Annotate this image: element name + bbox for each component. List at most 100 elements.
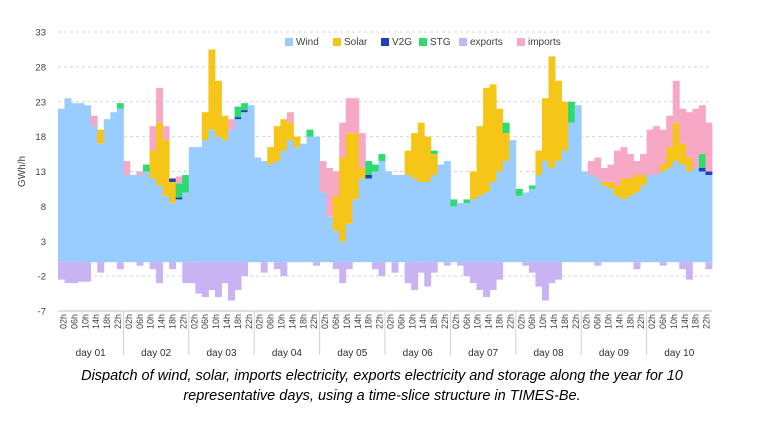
bar-exports [201,262,209,298]
bar-wind [123,174,131,263]
bar-wind [358,178,366,263]
x-day-label: day 09 [599,348,629,359]
bar-solar [607,181,615,189]
x-hour-label: 06h [266,314,276,329]
bar-wind [515,195,523,263]
bar-wind [430,174,438,263]
bar-wind [437,164,445,263]
bar-imports [626,154,634,179]
legend-swatch [517,38,525,46]
bar-exports [555,262,562,280]
x-day-label: day 08 [533,348,563,359]
bar-solar [430,154,438,175]
bar-exports [443,262,451,266]
x-hour-label: 18h [167,314,177,329]
bar-wind [456,202,464,263]
bar-wind [398,174,406,263]
bar-stg [450,199,458,207]
bar-v2g [365,174,373,179]
bar-solar [659,164,667,172]
bar-wind [326,216,334,263]
bar-wind [365,178,373,263]
bar-imports [653,126,661,175]
bar-wind [352,199,360,263]
bar-exports [58,262,65,280]
x-hour-label: 06h [69,314,79,329]
bar-wind [633,192,641,263]
bar-wind [345,223,353,263]
bar-exports [273,262,281,270]
bar-stg [371,164,379,172]
bar-wind [385,171,392,263]
bar-wind [443,161,451,263]
bar-wind [247,105,255,263]
bar-solar [679,143,687,165]
bar-solar [97,129,105,144]
y-tick-label: 28 [35,62,46,73]
x-hour-label: 14h [418,314,428,329]
bar-wind [587,174,595,263]
bar-exports [541,262,549,301]
bar-wind [267,164,275,263]
bar-stg [306,129,314,137]
bar-wind [613,195,621,263]
bar-v2g [169,178,177,182]
x-hour-label: 02h [320,314,330,329]
x-hour-label: 22h [571,314,581,329]
bar-solar [162,140,170,196]
bar-solar [169,181,177,203]
x-hour-label: 18h [102,314,112,329]
bar-wind [672,161,680,263]
x-hour-label: 22h [440,314,450,329]
bar-imports [613,150,621,186]
legend-swatch [333,38,341,46]
bar-wind [378,161,386,263]
bar-exports [456,262,464,266]
bar-exports [463,262,471,277]
bar-wind [228,129,235,263]
bar-exports [417,262,425,273]
bar-wind [156,185,164,263]
bar-wind [136,174,144,263]
x-day-label: day 01 [76,348,106,359]
x-hour-label: 02h [516,314,526,329]
bar-wind [306,136,314,263]
x-hour-label: 10h [669,314,679,329]
bar-imports [633,161,641,175]
x-hour-label: 06h [527,314,537,329]
bar-exports [489,262,497,291]
bar-solar [417,122,425,182]
bar-solar [273,126,281,162]
y-tick-label: 23 [35,97,46,108]
bar-wind [313,136,320,263]
x-hour-label: 10h [276,314,286,329]
bar-solar [404,150,412,175]
bar-wind [600,185,608,263]
bar-wind [483,192,491,263]
bar-solar [555,80,562,162]
bar-solar [561,101,569,151]
bar-v2g [234,117,242,120]
bar-wind [280,150,288,263]
bar-wind [97,143,105,263]
bar-wind [424,181,432,263]
bar-stg [502,122,510,134]
bar-wind [496,171,504,263]
y-tick-label: -2 [38,272,46,283]
bar-wind [705,174,713,263]
x-hour-label: 14h [353,314,363,329]
y-axis-title: GWh/h [17,156,28,187]
bar-imports [175,176,183,184]
bar-wind [555,161,562,263]
bar-solar [208,49,216,130]
bar-v2g [705,171,713,175]
bar-imports [698,105,706,155]
bar-imports [345,98,353,134]
x-hour-label: 18h [691,314,701,329]
x-day-label: day 05 [337,348,367,359]
bar-exports [228,262,235,301]
legend-label: exports [470,37,503,48]
bar-solar [541,98,549,162]
bar-wind [241,112,249,263]
bar-wind [103,119,111,263]
